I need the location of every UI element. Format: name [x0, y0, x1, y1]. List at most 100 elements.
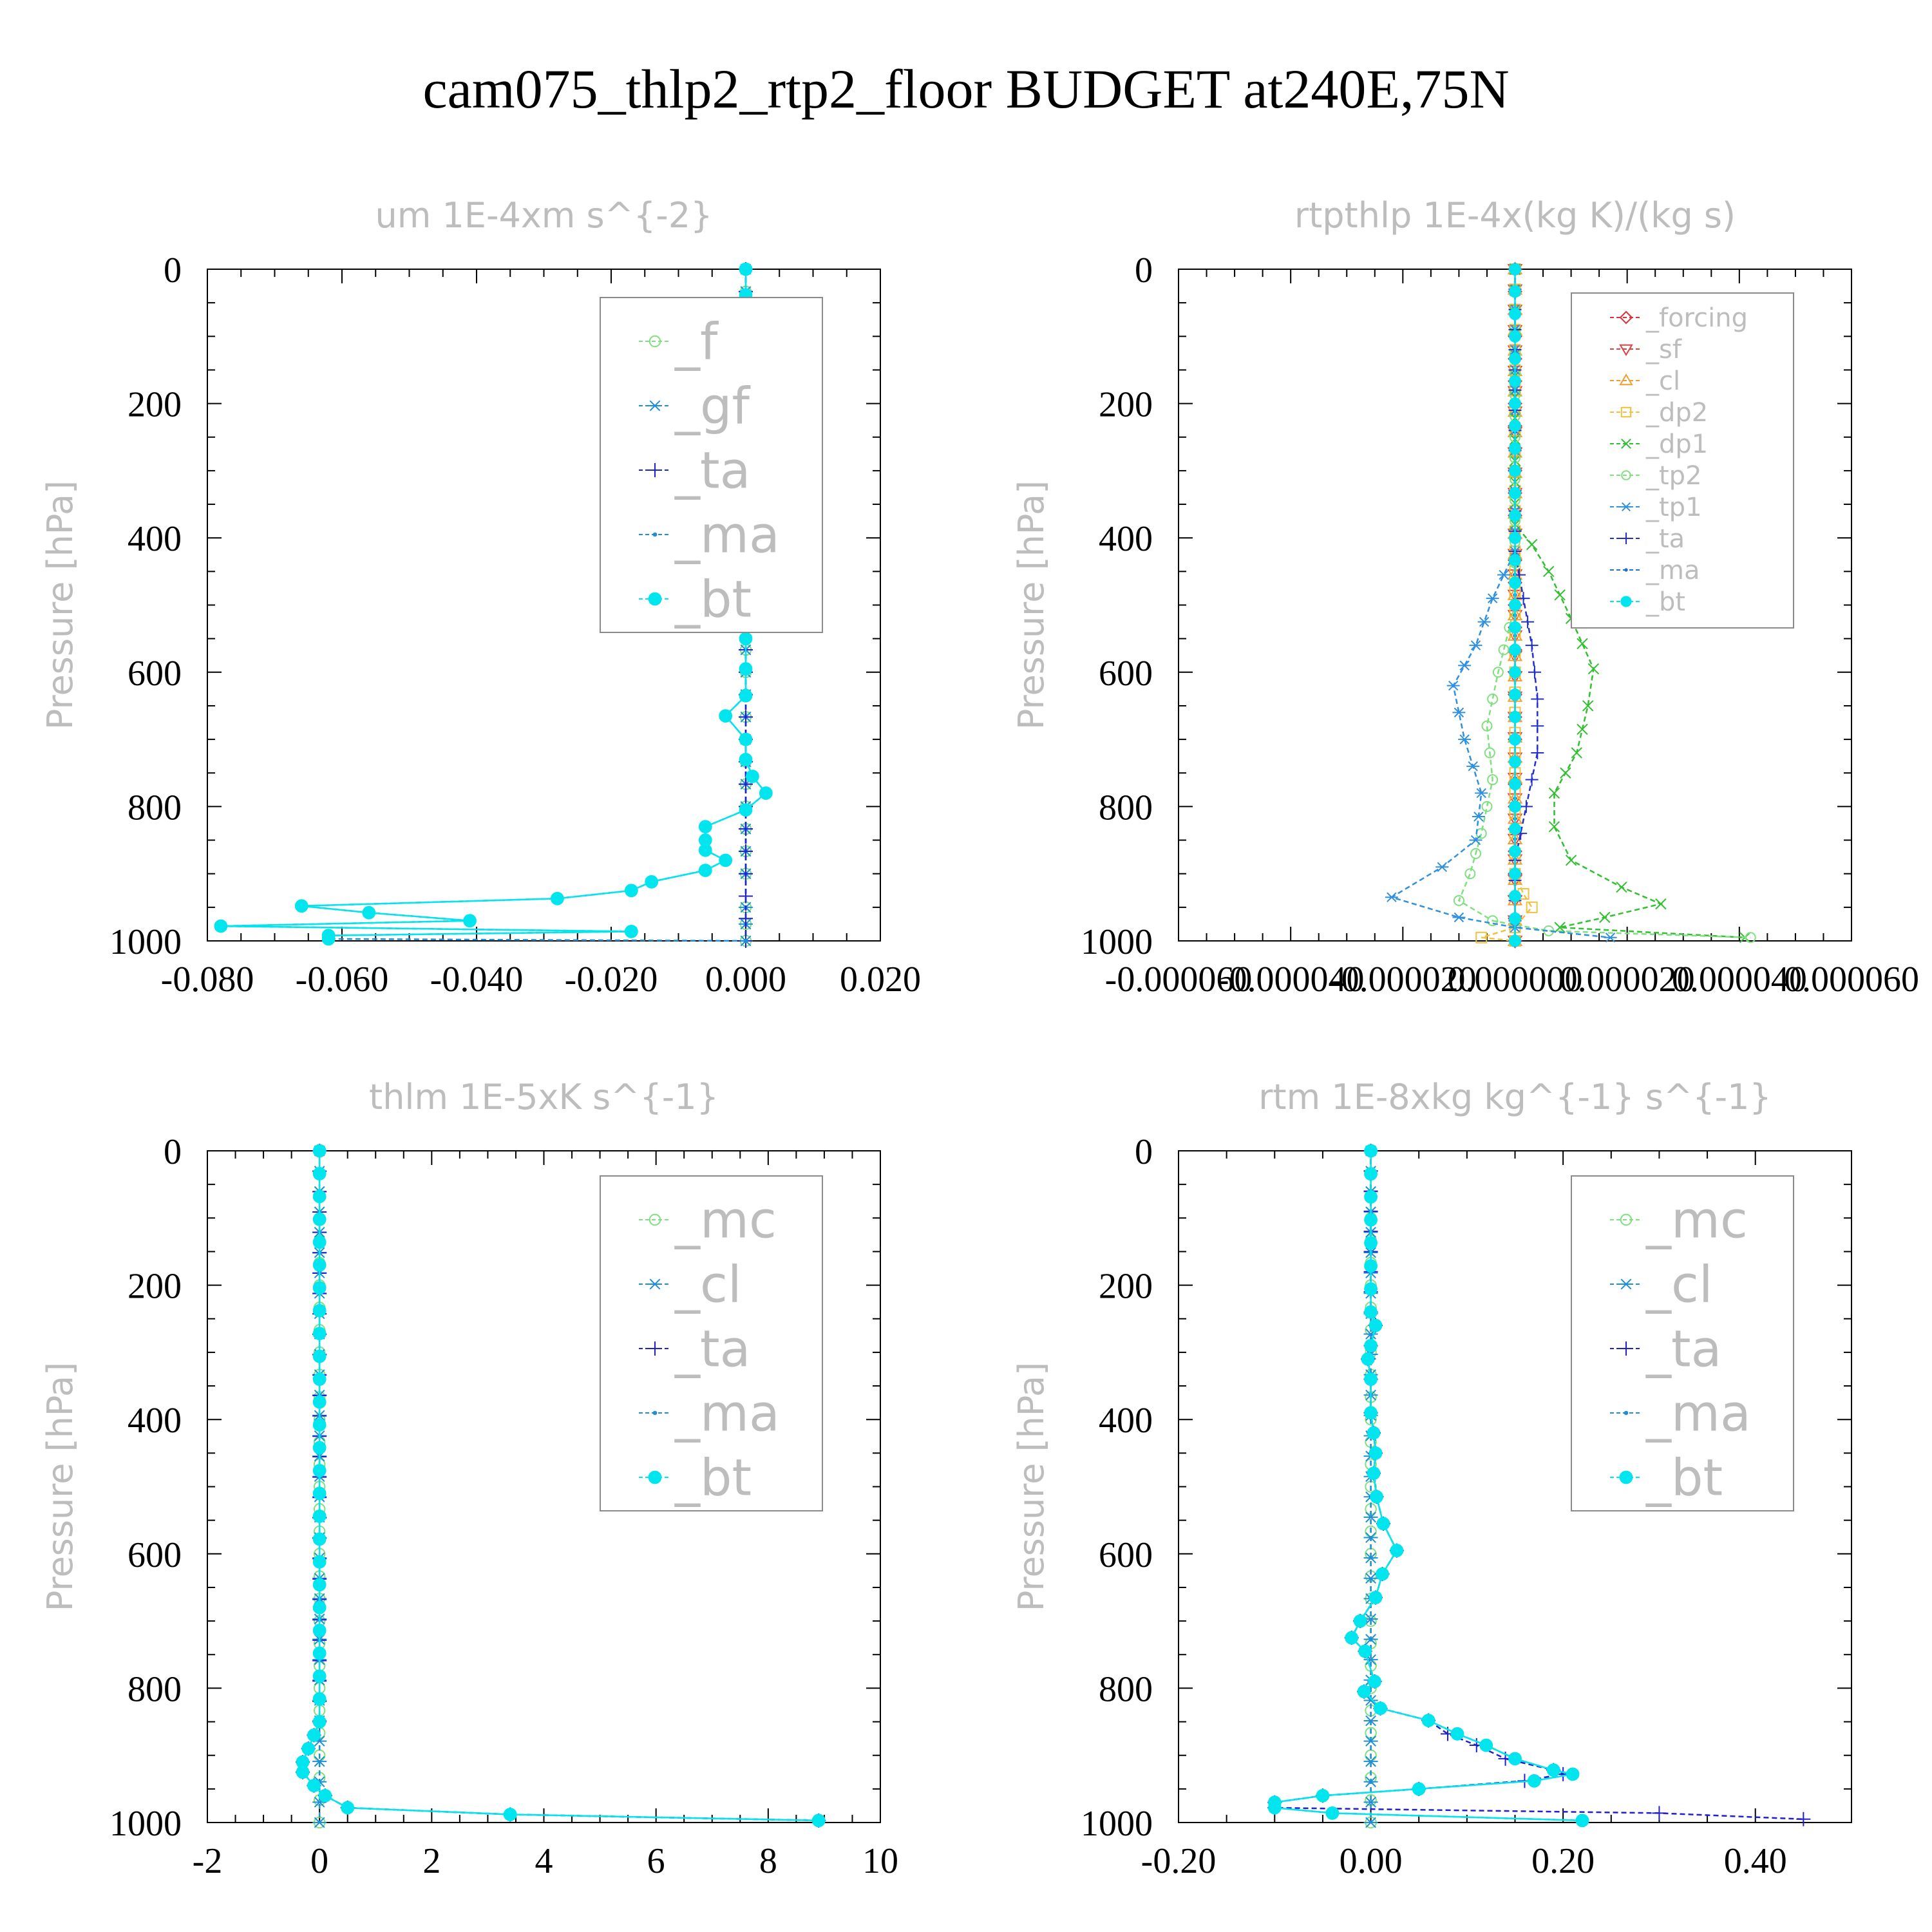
y-tick-label: 600 — [128, 1535, 182, 1575]
legend-label: _forcing — [1645, 303, 1748, 333]
panel-rtm: rtm 1E-8xkg kg^{-1} s^{-1} Pressure [hPa]… — [1011, 1077, 1852, 1881]
panel-title: rtpthlp 1E-4x(kg K)/(kg s) — [1294, 195, 1736, 236]
series-point — [312, 1486, 327, 1501]
series-point — [1509, 889, 1521, 902]
legend-marker — [648, 1341, 662, 1356]
series-point — [1469, 640, 1482, 650]
series-point — [739, 889, 753, 904]
series-point — [312, 1303, 327, 1318]
panel-title: thlm 1E-5xK s^{-1} — [369, 1077, 719, 1117]
series-point — [312, 1281, 327, 1295]
y-axis-label: Pressure [hPa] — [40, 1362, 80, 1611]
series-point — [739, 803, 753, 817]
legend-box — [1571, 1175, 1794, 1511]
series-point — [312, 1258, 327, 1272]
series-point — [1548, 820, 1560, 833]
series-point — [1560, 767, 1571, 779]
legend-marker — [1620, 406, 1632, 418]
series-point — [1363, 1552, 1378, 1564]
series-point — [1554, 589, 1566, 601]
y-tick-label: 1000 — [109, 922, 182, 962]
series-point — [1364, 1190, 1378, 1204]
legend-marker — [649, 335, 661, 348]
series-point — [1481, 720, 1493, 732]
series-point — [1361, 1352, 1375, 1366]
series-point — [1587, 663, 1600, 675]
series-point — [1796, 1812, 1811, 1826]
series-point — [1368, 1318, 1383, 1332]
series-point — [1509, 643, 1521, 656]
series-point — [1509, 263, 1521, 276]
y-tick-label: 400 — [128, 1401, 182, 1441]
series-point — [1616, 881, 1627, 893]
series-point — [1421, 1714, 1435, 1727]
series-point — [645, 875, 659, 889]
y-tick-label: 1000 — [1081, 922, 1153, 962]
series-point — [1363, 1796, 1378, 1808]
series-point — [1509, 688, 1521, 701]
series-point — [739, 732, 753, 746]
series-point — [1364, 1372, 1378, 1387]
series-point — [312, 1817, 327, 1828]
legend-label: _gf — [674, 377, 751, 435]
legend-label: _ma — [1645, 556, 1700, 585]
series-point — [1509, 442, 1521, 455]
series-point — [312, 1235, 327, 1249]
y-tick-label: 800 — [128, 788, 182, 828]
x-tick-label: -0.000060 — [1105, 960, 1253, 999]
legend-marker — [1624, 568, 1628, 572]
series-point — [1367, 1466, 1381, 1481]
series-point — [312, 1464, 327, 1477]
y-tick-label: 0 — [1135, 251, 1153, 290]
series-point — [739, 262, 753, 276]
series-point — [312, 1167, 327, 1180]
series-point — [1509, 576, 1521, 589]
legend-marker — [1620, 1213, 1633, 1226]
legend-label: _ta — [674, 442, 750, 500]
legend-marker — [1619, 1278, 1633, 1290]
series-point — [739, 822, 753, 837]
series-point — [1566, 1767, 1580, 1781]
legend-marker — [648, 1278, 662, 1290]
x-tick-label: -0.060 — [296, 960, 389, 999]
series-point — [1655, 898, 1667, 910]
panel-title: um 1E-4xm s^{-2} — [375, 195, 713, 236]
x-tick-label: 0.000 — [705, 960, 786, 999]
legend: _mc _cl _ta _ma _bt — [1571, 1175, 1794, 1511]
legend-label: _mc — [674, 1191, 777, 1249]
x-tick-label: 6 — [647, 1841, 665, 1881]
series-point — [1565, 855, 1577, 866]
series-point — [1370, 1490, 1383, 1504]
series-point — [1363, 1756, 1378, 1767]
series-point — [1509, 666, 1521, 679]
legend-label: _bt — [1645, 1449, 1723, 1507]
series-point — [1509, 599, 1521, 611]
y-tick-label: 800 — [1099, 788, 1153, 828]
series-point — [294, 899, 308, 913]
legend-label: _bt — [1645, 587, 1685, 617]
series-point — [1526, 538, 1538, 551]
x-tick-label: 0.00 — [1340, 1841, 1403, 1881]
series-point — [1484, 747, 1495, 759]
y-tick-label: 0 — [164, 1132, 182, 1172]
series-point — [1412, 1782, 1426, 1796]
series-point — [739, 866, 753, 881]
series-point — [759, 786, 773, 800]
y-tick-label: 600 — [1099, 654, 1153, 694]
legend-marker — [652, 532, 658, 537]
series-point — [1363, 1634, 1378, 1645]
legend-marker — [652, 1410, 658, 1416]
series-point — [1509, 733, 1521, 746]
series-layer — [1267, 1144, 1811, 1829]
x-tick-label: 8 — [759, 1841, 777, 1881]
figure-title: cam075_thlp2_rtp2_floor BUDGET at240E,75… — [422, 58, 1510, 120]
series-point — [1368, 1446, 1383, 1460]
series-point — [719, 853, 733, 867]
series-point — [1376, 1517, 1390, 1531]
series-point — [1364, 1305, 1378, 1319]
legend-label: _dp2 — [1645, 398, 1708, 428]
series-point — [1325, 1806, 1340, 1820]
series-point — [1363, 1817, 1378, 1828]
series-point — [1475, 931, 1488, 943]
